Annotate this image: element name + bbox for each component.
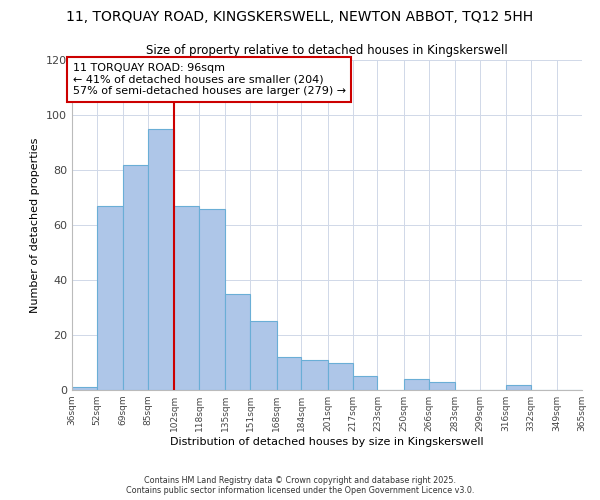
- Bar: [175, 206, 199, 390]
- Bar: [404, 379, 428, 390]
- Bar: [199, 208, 226, 390]
- Bar: [428, 382, 455, 390]
- Bar: [506, 384, 531, 390]
- Bar: [148, 128, 175, 390]
- X-axis label: Distribution of detached houses by size in Kingskerswell: Distribution of detached houses by size …: [170, 437, 484, 447]
- Text: 11, TORQUAY ROAD, KINGSKERSWELL, NEWTON ABBOT, TQ12 5HH: 11, TORQUAY ROAD, KINGSKERSWELL, NEWTON …: [67, 10, 533, 24]
- Title: Size of property relative to detached houses in Kingskerswell: Size of property relative to detached ho…: [146, 44, 508, 58]
- Text: 11 TORQUAY ROAD: 96sqm
← 41% of detached houses are smaller (204)
57% of semi-de: 11 TORQUAY ROAD: 96sqm ← 41% of detached…: [73, 62, 346, 96]
- Bar: [301, 360, 328, 390]
- Bar: [328, 362, 353, 390]
- Y-axis label: Number of detached properties: Number of detached properties: [31, 138, 40, 312]
- Bar: [250, 322, 277, 390]
- Bar: [277, 357, 301, 390]
- Text: Contains HM Land Registry data © Crown copyright and database right 2025.
Contai: Contains HM Land Registry data © Crown c…: [126, 476, 474, 495]
- Bar: [353, 376, 377, 390]
- Bar: [123, 164, 148, 390]
- Bar: [72, 387, 97, 390]
- Bar: [97, 206, 123, 390]
- Bar: [226, 294, 250, 390]
